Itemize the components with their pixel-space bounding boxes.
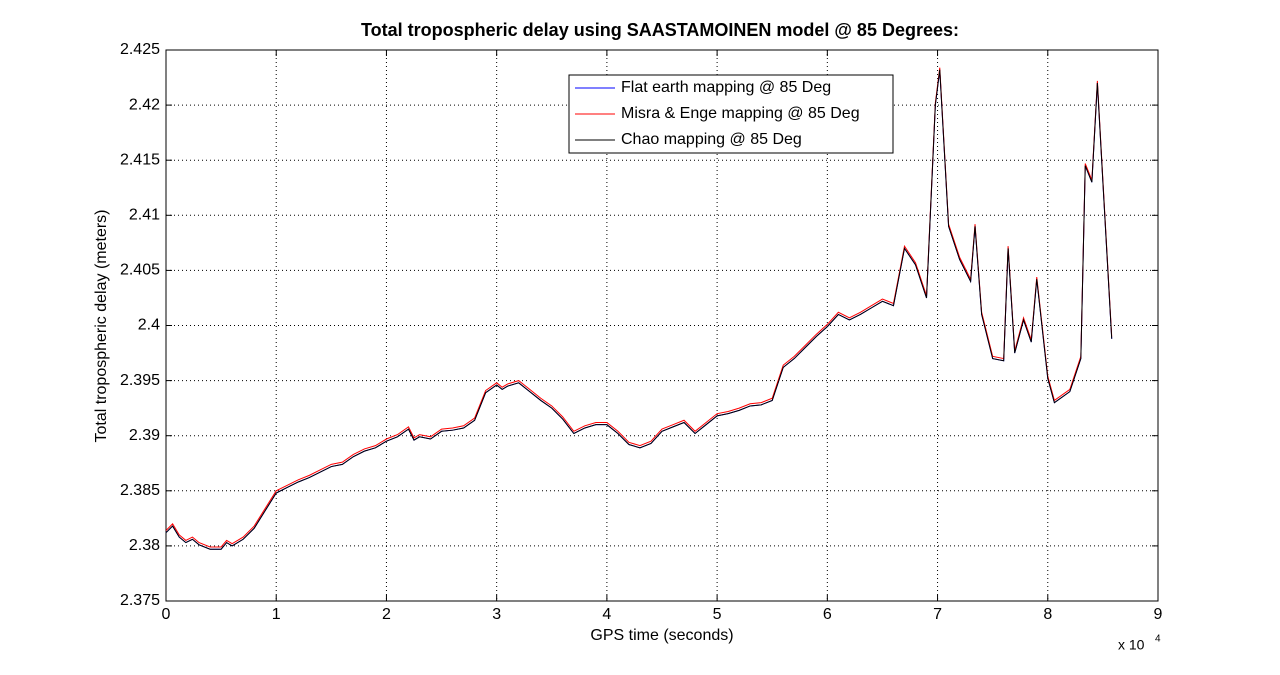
x-tick-label: 0: [162, 606, 171, 623]
y-tick-label: 2.41: [129, 207, 160, 224]
y-tick-label: 2.395: [120, 372, 160, 389]
plot-frame: [165, 49, 1159, 602]
x-multiplier-exponent: 4: [1155, 634, 1161, 645]
x-tick-label: 7: [933, 606, 942, 623]
y-tick-label: 2.4: [138, 317, 160, 334]
x-tick-label: 5: [713, 606, 722, 623]
y-axis-label: Total tropospheric delay (meters): [93, 210, 110, 443]
data-line: [165, 69, 1113, 550]
y-tick-label: 2.38: [129, 537, 160, 554]
legend: Flat earth mapping @ 85 Deg Misra & Enge …: [568, 74, 894, 154]
x-tick-label: 6: [823, 606, 832, 623]
legend-label: Flat earth mapping @ 85 Deg: [621, 79, 831, 96]
x-multiplier: x 10: [1118, 637, 1145, 653]
x-tick-label: 3: [492, 606, 501, 623]
x-tick-label: 9: [1154, 606, 1163, 623]
legend-label: Chao mapping @ 85 Deg: [621, 131, 802, 148]
chart-title: Total tropospheric delay using SAASTAMOI…: [361, 20, 959, 40]
y-tick-label: 2.415: [120, 151, 160, 168]
y-tick-label: 2.42: [129, 96, 160, 113]
legend-box: [568, 74, 894, 154]
x-tick-label: 8: [1043, 606, 1052, 623]
y-tick-label: 2.39: [129, 427, 160, 444]
y-tick-label: 2.425: [120, 41, 160, 58]
legend-label: Misra & Enge mapping @ 85 Deg: [621, 105, 860, 122]
x-tick-label: 2: [382, 606, 391, 623]
y-tick-label: 2.375: [120, 592, 160, 609]
y-tick-label: 2.385: [120, 482, 160, 499]
x-axis-label: GPS time (seconds): [590, 627, 733, 644]
x-tick-label: 4: [602, 606, 611, 623]
x-tick-label: 1: [272, 606, 281, 623]
y-tick-label: 2.405: [120, 262, 160, 279]
